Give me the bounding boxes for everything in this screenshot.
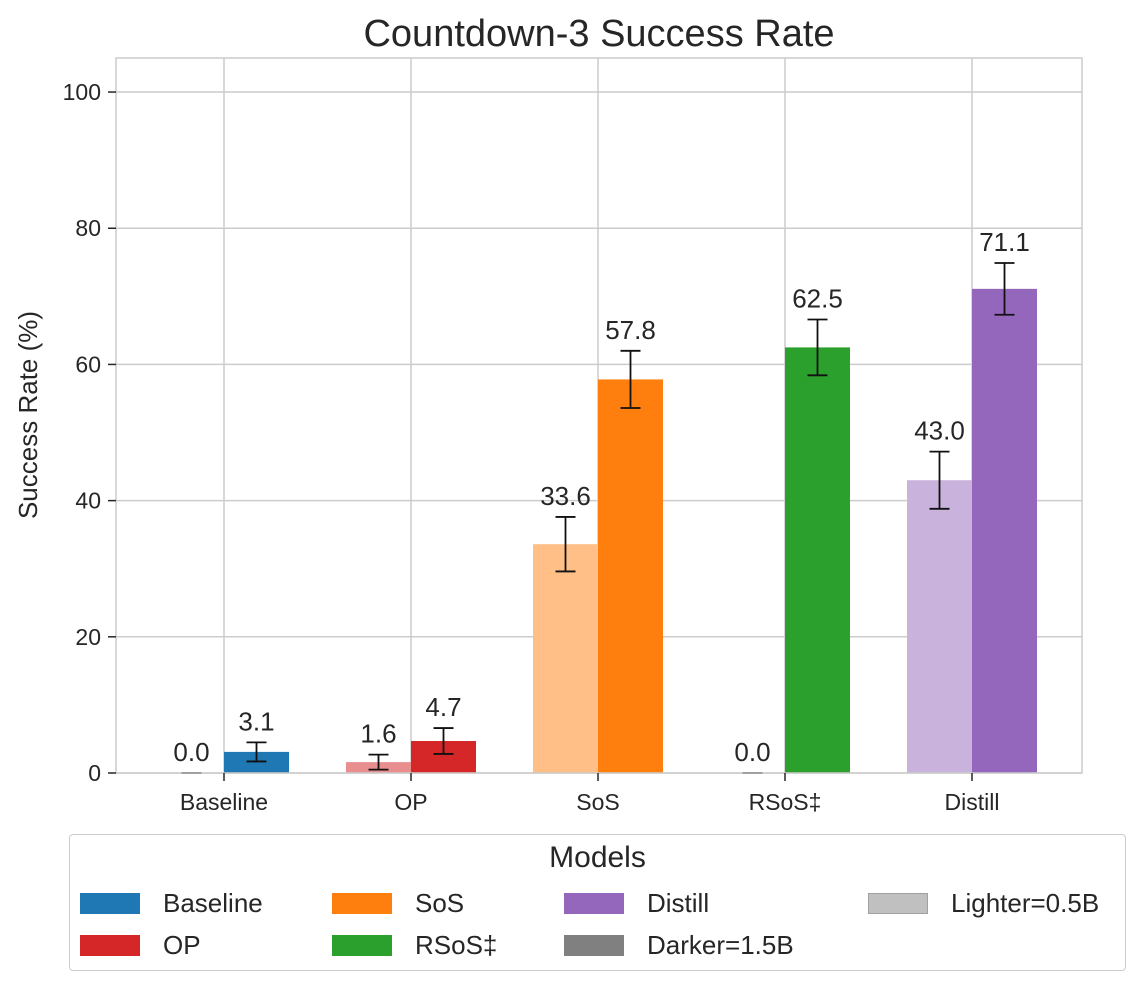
bar-sos-light <box>533 544 598 773</box>
legend-label: Darker=1.5B <box>647 929 794 960</box>
data-label: 0.0 <box>734 737 770 767</box>
legend-label: Distill <box>647 887 710 918</box>
data-label: 57.8 <box>605 315 656 345</box>
bar-distill-light <box>907 480 972 773</box>
data-labels-layer: 0.0 1.6 33.6 0.0 43.0 3.1 4.7 57.8 62.5 71.1 <box>173 227 1029 767</box>
x-tick-label: Distill <box>945 789 1000 815</box>
legend-swatch <box>332 934 392 956</box>
legend-label: SoS <box>415 887 465 918</box>
legend-swatch <box>332 892 392 914</box>
y-tick-label: 40 <box>75 488 101 514</box>
y-tick-label: 0 <box>88 760 101 786</box>
legend-swatch <box>868 892 928 914</box>
legend-item: Baseline <box>80 885 263 921</box>
data-label: 4.7 <box>425 692 461 722</box>
legend-swatch <box>80 934 140 956</box>
data-label: 62.5 <box>792 283 843 313</box>
legend: Models Baseline OP SoS RSoS‡ Distill Darker=1… <box>69 834 1126 971</box>
chart-title: Countdown-3 Success Rate <box>363 13 834 55</box>
data-label: 33.6 <box>540 481 591 511</box>
x-tick-label: RSoS‡ <box>749 789 822 815</box>
legend-label: Lighter=0.5B <box>951 887 1100 918</box>
legend-label: RSoS‡ <box>415 929 498 960</box>
x-tick-label: OP <box>394 789 427 815</box>
y-tick-label: 20 <box>75 624 101 650</box>
legend-item: Darker=1.5B <box>564 927 794 963</box>
legend-title: Models <box>549 841 646 874</box>
x-tick-label: SoS <box>576 789 619 815</box>
bar-distill-dark <box>972 288 1037 773</box>
y-tick-label: 100 <box>63 79 101 105</box>
y-tick-label: 60 <box>75 351 101 377</box>
y-tick-label: 80 <box>75 215 101 241</box>
data-label: 1.6 <box>360 719 396 749</box>
data-label: 0.0 <box>173 737 209 767</box>
legend-item: Distill <box>564 885 709 921</box>
legend-swatch <box>80 892 140 914</box>
y-axis-label: Success Rate (%) <box>13 311 43 519</box>
data-label: 43.0 <box>914 416 965 446</box>
data-label: 3.1 <box>238 706 274 736</box>
plot-frame <box>115 57 1083 774</box>
data-label: 71.1 <box>979 227 1030 257</box>
ticks-layer: 0 20 40 60 80 100 Baseline OP SoS RSoS‡ Distill <box>63 79 1000 815</box>
legend-item: OP <box>80 927 201 963</box>
legend-item: SoS <box>332 885 464 921</box>
legend-label: Baseline <box>163 887 263 918</box>
legend-swatch <box>564 892 624 914</box>
x-tick-label: Baseline <box>180 789 268 815</box>
bar-baseline-dark <box>224 751 289 773</box>
legend-label: OP <box>163 929 201 960</box>
bar-chart: Countdown-3 Success Rate Success Rate (%… <box>13 13 1083 815</box>
legend-item: Lighter=0.5B <box>868 885 1099 921</box>
legend-swatch <box>564 934 624 956</box>
legend-item: RSoS‡ <box>332 927 497 963</box>
bar-sos-dark <box>598 379 663 773</box>
bar-rsos-dark <box>785 347 850 773</box>
